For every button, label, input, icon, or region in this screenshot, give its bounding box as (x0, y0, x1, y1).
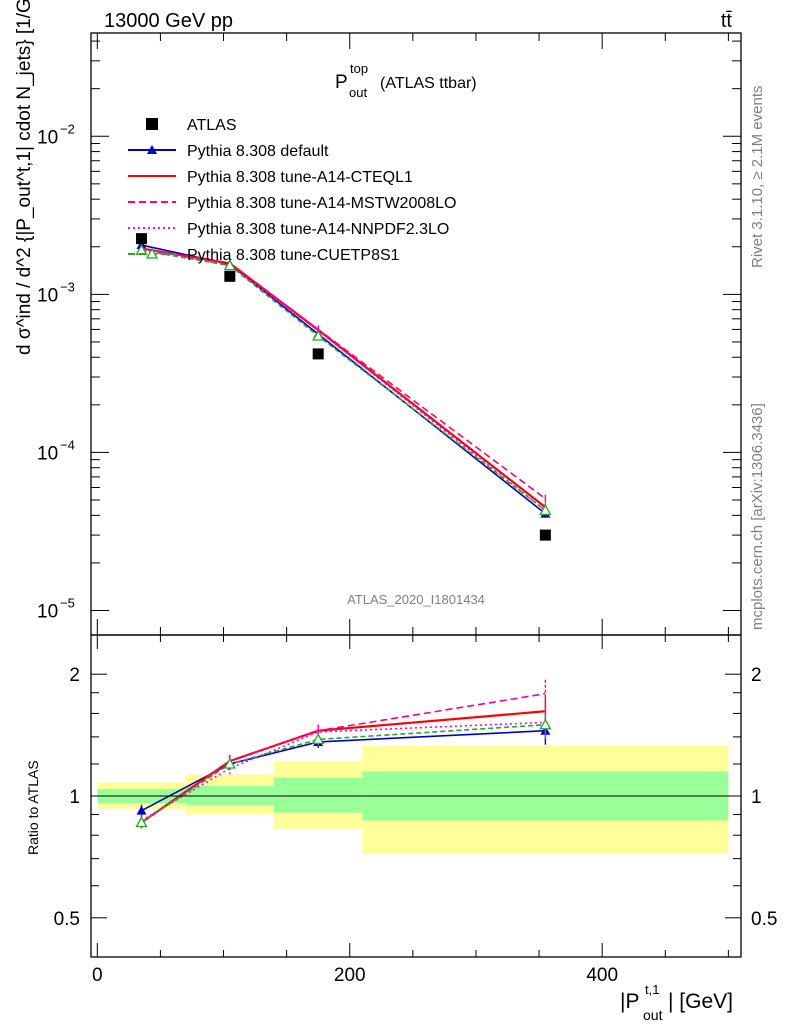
legend: ATLAS Pythia 8.308 default Pythia 8.308 tu… (128, 117, 456, 264)
legend-marker-5 (145, 247, 159, 259)
series-4-ratio-point-1 (223, 757, 236, 769)
y-main-tick-exponent-2: −4 (60, 437, 75, 452)
series-4-ratio-point-0 (135, 816, 148, 828)
legend-label-4: Pythia 8.308 tune-A14-NNPDF2.3LO (187, 221, 449, 238)
series-2-main-line (141, 247, 546, 500)
series-3-main-line (141, 247, 546, 511)
x-tick-label-1: 200 (334, 965, 366, 986)
title-tail: (ATLAS ttbar) (380, 75, 477, 92)
xlabel-tail: | [GeV] (668, 990, 733, 1013)
xlabel-sup: t,1 (645, 982, 659, 997)
legend-label-1: Pythia 8.308 default (187, 143, 329, 160)
series-4-main-point-1 (223, 259, 236, 271)
y-ratio-tick-label-left-1: 1 (69, 787, 80, 808)
legend-label-3: Pythia 8.308 tune-A14-MSTW2008LO (187, 195, 456, 212)
legend-label-5: Pythia 8.308 tune-CUETP8S1 (187, 247, 400, 264)
mcplots-reference-label: mcplots.cern.ch [arXiv:1306.3436] (749, 403, 766, 630)
series-0-main-line (141, 244, 546, 515)
y-ratio-tick-label-right-0: 2 (751, 665, 762, 686)
x-tick-label-2: 400 (586, 965, 618, 986)
series-4-ratio-line (141, 723, 546, 824)
ratio-uncertainty-bands (97, 745, 729, 854)
y-main-tick-exponent-3: −5 (60, 596, 75, 611)
y-axis-label-main: d σ^ind / d^2 {|P_out^t,1| cdot N_jets} … (14, 0, 35, 355)
y-ratio-tick-label-right-1: 1 (751, 787, 762, 808)
process-label: tt̄ (721, 10, 733, 32)
xlabel-main: |P (620, 990, 639, 1013)
series-1-main-line (141, 247, 547, 509)
legend-marker-1 (147, 145, 157, 154)
series-4-main-point-2 (312, 329, 325, 341)
atlas-data-point-0 (135, 233, 147, 245)
y-main-tick-exponent-0: −2 (60, 121, 75, 136)
y-axis-label-ratio: Ratio to ATLAS (25, 760, 41, 855)
rivet-version-label: Rivet 3.1.10, ≥ 2.1M events (749, 86, 766, 269)
ratio-series-layer (135, 679, 552, 829)
series-0-ratio-line (141, 729, 546, 812)
band-inner-bin-1 (185, 785, 275, 806)
x-axis-label: |P t,1 out | [GeV] (620, 982, 733, 1023)
series-0-ratio-point-0 (136, 805, 147, 815)
main-series-layer (135, 233, 552, 541)
y-ratio-tick-label-left-0: 2 (69, 665, 80, 686)
legend-label-2: Pythia 8.308 tune-A14-CTEQL1 (187, 169, 413, 186)
xlabel-sub: out (643, 1007, 663, 1023)
y-main-tick-mantissa-2: 10 (37, 443, 58, 464)
y-main-tick-mantissa-0: 10 (37, 127, 58, 148)
y-main-tick-mantissa-1: 10 (37, 285, 58, 306)
plot-title: P top out (ATLAS ttbar) (335, 61, 477, 100)
y-ratio-tick-label-left-2: 0.5 (54, 909, 80, 930)
energy-label: 13000 GeV pp (104, 10, 233, 32)
series-4-main-line (141, 249, 546, 512)
title-sup: top (350, 61, 368, 76)
band-inner-bin-2 (274, 777, 363, 813)
legend-swatch-0 (146, 118, 158, 130)
atlas-data-point-2 (312, 348, 324, 360)
y-ratio-tick-label-right-2: 0.5 (751, 909, 777, 930)
series-2-ratio-line (141, 692, 546, 824)
title-sub: out (349, 85, 367, 100)
x-tick-label-0: 0 (92, 965, 103, 986)
atlas-data-point-3 (539, 529, 551, 541)
legend-label-0: ATLAS (187, 117, 237, 134)
analysis-id: ATLAS_2020_I1801434 (347, 592, 485, 607)
title-main: P (335, 72, 348, 93)
atlas-data-point-1 (224, 270, 236, 282)
series-4-main-point-3 (539, 504, 552, 516)
y-main-tick-exponent-1: −3 (60, 279, 75, 294)
series-4-ratio-point-2 (312, 733, 325, 745)
series-4-ratio-point-3 (539, 718, 552, 730)
y-main-tick-mantissa-3: 10 (37, 602, 58, 623)
series-3-ratio-line (141, 721, 546, 822)
